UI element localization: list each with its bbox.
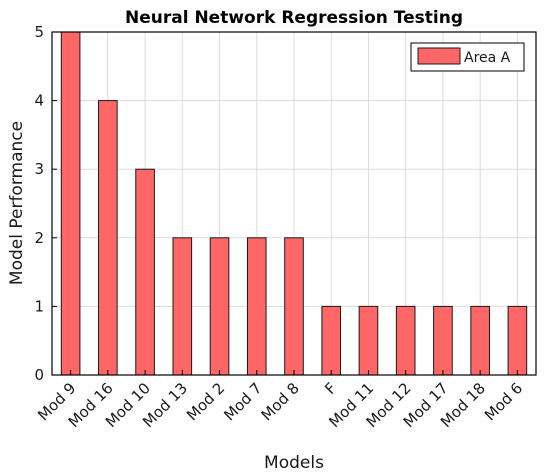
bar [60, 31, 81, 376]
bar [172, 237, 193, 376]
x-tick-label: Mod 7 [220, 379, 265, 424]
y-tick-label: 4 [34, 92, 44, 110]
legend: Area A [410, 42, 525, 72]
chart-title: Neural Network Regression Testing [125, 8, 463, 28]
bar [433, 305, 453, 376]
bar [321, 305, 342, 376]
x-axis-label: Models [264, 453, 324, 473]
y-axis-ticks: 0 1 2 3 4 5 [34, 23, 57, 384]
bar [135, 168, 155, 376]
bar [284, 237, 304, 376]
x-tick-label: Mod 6 [481, 379, 526, 424]
bar [358, 305, 379, 376]
bar [98, 100, 118, 376]
x-tick-label: Mod 2 [183, 379, 228, 424]
x-tick-label: F [321, 379, 340, 398]
legend-entry-label: Area A [464, 50, 511, 66]
bars [60, 31, 528, 376]
bar [209, 237, 230, 376]
bar [507, 305, 528, 376]
x-tick-label: Mod 8 [258, 379, 303, 424]
y-tick-label: 1 [34, 297, 44, 315]
y-tick-label: 2 [34, 229, 44, 247]
y-tick-label: 0 [34, 366, 44, 384]
y-axis-label: Model Performance [7, 121, 27, 285]
y-tick-label: 5 [34, 23, 44, 41]
y-tick-label: 3 [34, 160, 44, 178]
bar [246, 237, 267, 376]
legend-swatch [417, 47, 461, 65]
bar [395, 305, 416, 376]
bar [470, 305, 490, 376]
